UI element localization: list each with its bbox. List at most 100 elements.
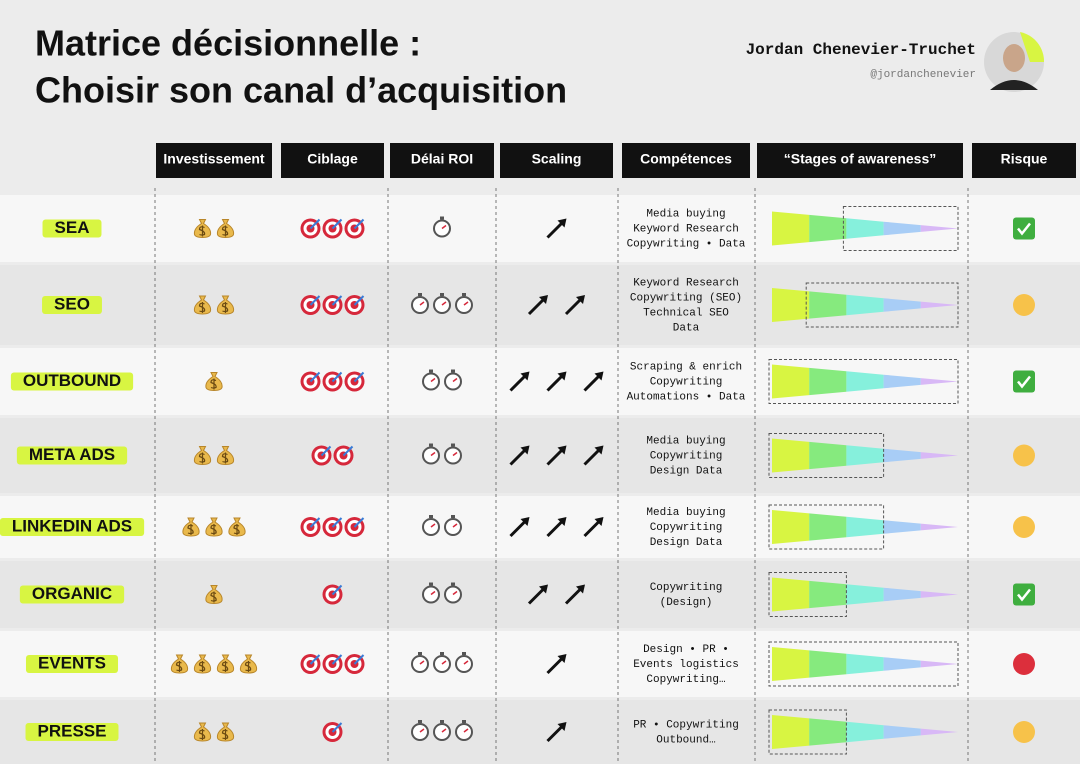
channel-label: PRESSE (38, 721, 107, 740)
arrow (546, 222, 563, 239)
skill: Scraping & enrich (630, 361, 742, 373)
skill: Events logistics (633, 659, 739, 671)
check (1017, 588, 1031, 602)
awareness-stage (920, 378, 958, 385)
bag-group (205, 372, 223, 392)
timer-button (440, 720, 444, 723)
timer-group (422, 369, 462, 391)
dart (309, 295, 321, 306)
label-highlight (0, 518, 145, 536)
channel-label: SEA (55, 218, 90, 237)
dart (331, 722, 343, 733)
arrow-head (576, 584, 585, 594)
skill: Copywriting (650, 450, 723, 462)
awareness-stage (846, 294, 884, 316)
timer-hand (441, 224, 447, 230)
timer-button (440, 216, 444, 220)
timer-button (429, 369, 433, 373)
timer-group (411, 720, 473, 741)
skill: Automations • Data (627, 391, 746, 403)
arrow-group (509, 445, 604, 466)
timer-button (429, 443, 433, 447)
risk-dot (1013, 444, 1035, 467)
arrow (546, 449, 563, 466)
target-group (300, 517, 365, 537)
awareness-stage (772, 438, 810, 473)
target-group (300, 654, 365, 674)
arrow (546, 657, 563, 675)
awareness-stage (920, 452, 958, 459)
awareness-stage (809, 367, 847, 396)
timer-hand (452, 523, 458, 528)
timer-hand (452, 377, 458, 383)
timer-group (411, 293, 473, 314)
arrow-head (539, 295, 548, 304)
awareness-stage (846, 218, 884, 239)
awareness-stage (883, 221, 921, 236)
header-label: Risque (1001, 151, 1048, 167)
dart (331, 295, 343, 306)
awareness-stage (883, 374, 921, 389)
skill: Copywriting… (646, 674, 725, 686)
header-label: Délai ROI (411, 151, 473, 167)
timer-button (451, 369, 455, 373)
label-highlight (16, 446, 128, 465)
arrow-head (557, 517, 567, 526)
arrow-group (546, 722, 567, 743)
arrow-group (509, 371, 604, 392)
risk-check (1013, 583, 1035, 606)
timer-group (422, 515, 462, 536)
arrow-head (557, 722, 567, 731)
awareness-stage (920, 728, 958, 736)
dart (342, 445, 354, 457)
awareness-range (842, 206, 959, 251)
arrow (546, 375, 563, 392)
check (1017, 222, 1031, 236)
arrow (546, 725, 563, 743)
arrow-head (539, 584, 548, 594)
money-sign (221, 661, 229, 672)
arrow-head (520, 371, 530, 381)
target-group (322, 722, 343, 742)
timer-hand (441, 728, 447, 733)
awareness-stage (809, 291, 847, 319)
skill: Data (673, 322, 700, 334)
timer-group (422, 443, 462, 465)
awareness-range (768, 433, 885, 478)
header-label: Investissement (163, 151, 264, 167)
risk-dot (1013, 653, 1035, 675)
channel-label: ORGANIC (32, 584, 112, 603)
label-highlight (10, 372, 134, 391)
timer-button (451, 582, 455, 586)
money-sign (198, 452, 206, 464)
dart (353, 295, 365, 306)
awareness-stage (920, 660, 958, 668)
header-label: Ciblage (307, 151, 358, 167)
timer-hand (419, 660, 425, 665)
awareness-stage (920, 523, 958, 531)
bag-group (193, 446, 235, 466)
skill: Copywriting • Data (627, 238, 746, 250)
dart (331, 654, 343, 665)
header-cell (757, 143, 963, 178)
channel-label: META ADS (29, 445, 115, 464)
money-sign (198, 302, 206, 313)
channel-label: SEO (54, 294, 90, 313)
arrow-group (546, 654, 567, 675)
risk-dot (1013, 294, 1035, 316)
money-sign (175, 661, 183, 672)
dart (353, 371, 365, 383)
timer-button (429, 515, 433, 518)
awareness-stage (772, 364, 810, 399)
arrow-group (546, 218, 567, 239)
timer-group (422, 582, 462, 604)
awareness-stage (809, 718, 847, 746)
awareness-stage (883, 657, 921, 671)
avatar (984, 32, 1045, 92)
target-group (311, 445, 354, 466)
bag-group (205, 585, 223, 605)
arrow (509, 375, 526, 392)
bag-group (193, 722, 235, 742)
dart (309, 371, 321, 383)
awareness-stage (772, 510, 810, 544)
